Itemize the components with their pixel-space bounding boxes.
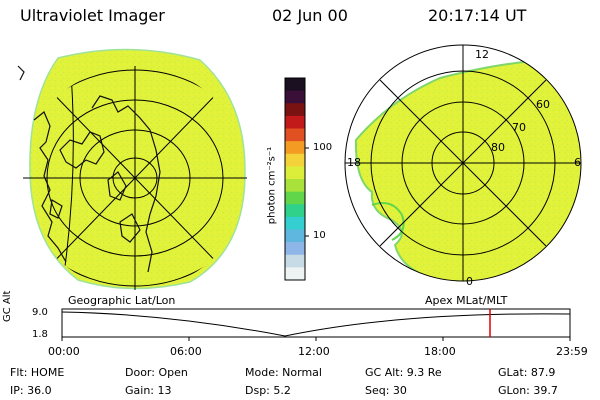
timeline-ytick-max: 9.0 [32, 307, 48, 318]
timeline-ylabel: GC Alt [2, 290, 13, 322]
colorbar-swatch [285, 242, 305, 256]
colorbar-swatch [285, 78, 305, 92]
seq-status: Seq: 30 [365, 384, 407, 397]
timeline-xtick-2359: 23:59 [556, 345, 588, 358]
colorbar-swatch [285, 141, 305, 155]
date-readout: 02 Jun 00 [272, 6, 348, 25]
dsp-status: Dsp: 5.2 [245, 384, 291, 397]
timeline-xtick-1800: 18:00 [424, 345, 456, 358]
glat-status: GLat: 87.9 [498, 366, 556, 379]
mlt-label-12: 12 [475, 48, 489, 61]
mlt-label-18: 18 [347, 156, 361, 169]
colorbar-swatch [285, 166, 305, 180]
colorbar-swatch [285, 254, 305, 268]
timeline-ytick-min: 1.8 [32, 329, 48, 340]
colorbar-tick-100: 100 [313, 142, 333, 153]
colorbar-swatch [285, 229, 305, 243]
geographic-caption: Geographic Lat/Lon [68, 294, 176, 307]
flight-status: Flt: HOME [10, 366, 65, 379]
geographic-auroral-image [29, 48, 246, 290]
colorbar-swatch [285, 128, 305, 142]
timeline-xtick-0000: 00:00 [48, 345, 80, 358]
mlat-label-60: 60 [536, 98, 550, 111]
ip-status: IP: 36.0 [10, 384, 52, 397]
colorbar-swatch [285, 115, 305, 130]
timeline-frame [61, 308, 571, 338]
gc-altitude-status: GC Alt: 9.3 Re [365, 366, 442, 379]
time-readout: 20:17:14 UT [428, 6, 527, 25]
gain-status: Gain: 13 [125, 384, 172, 397]
apex-caption: Apex MLat/MLT [425, 294, 508, 307]
glon-status: GLon: 39.7 [498, 384, 558, 397]
mlat-label-70: 70 [512, 121, 526, 134]
timeline-xtick-1200: 12:00 [298, 345, 330, 358]
colorbar-swatch [285, 103, 305, 117]
mode-status: Mode: Normal [245, 366, 322, 379]
colorbar-swatch [285, 191, 305, 205]
door-status: Door: Open [125, 366, 188, 379]
geographic-grid [23, 66, 247, 290]
mlat-label-80: 80 [491, 141, 505, 154]
mlt-grid [344, 44, 582, 282]
colorbar-tick-10: 10 [313, 230, 326, 241]
app-title: Ultraviolet Imager [20, 6, 165, 25]
altitude-curve [61, 311, 571, 337]
colorbar-swatch [285, 179, 305, 193]
colorbar-swatch [285, 267, 305, 281]
timeline-xtick-0600: 06:00 [170, 345, 202, 358]
coastline-outline [17, 65, 161, 273]
colorbar-swatch [285, 216, 305, 231]
colorbar-swatch [285, 90, 305, 104]
colorbar-swatch [285, 153, 305, 167]
mlt-label-6: 6 [574, 156, 581, 169]
colorbar-swatch [285, 204, 305, 218]
mlt-label-0: 0 [466, 275, 473, 288]
